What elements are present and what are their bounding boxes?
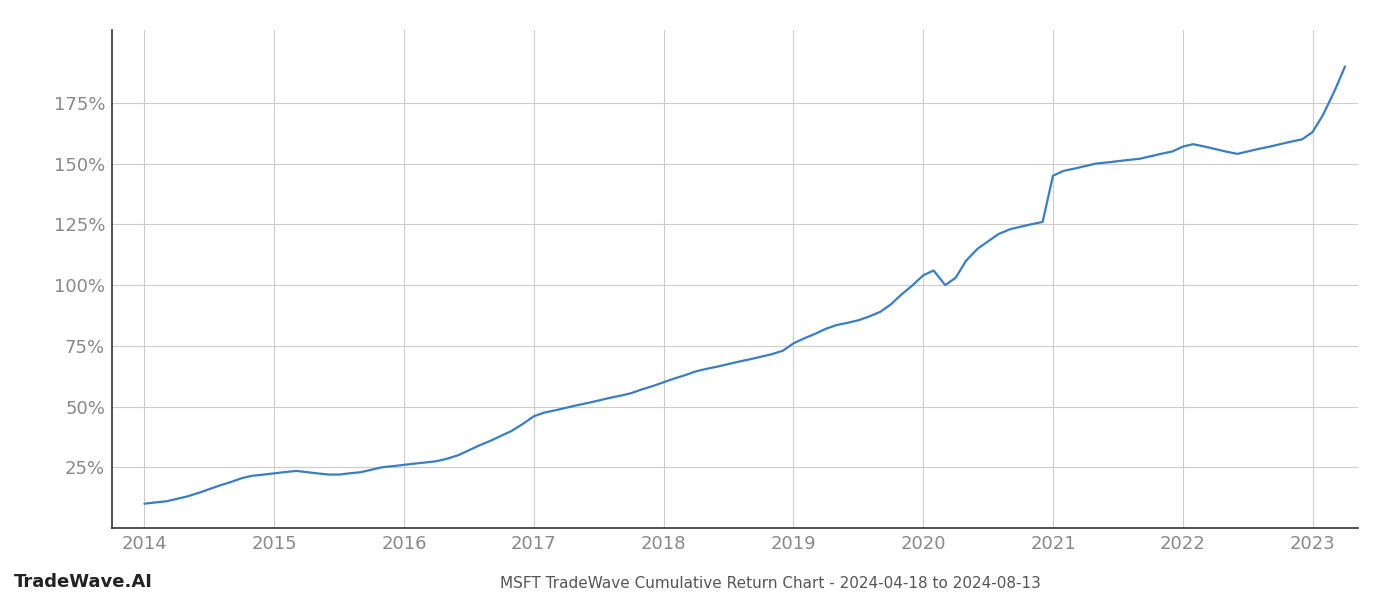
Text: TradeWave.AI: TradeWave.AI [14, 573, 153, 591]
Text: MSFT TradeWave Cumulative Return Chart - 2024-04-18 to 2024-08-13: MSFT TradeWave Cumulative Return Chart -… [500, 576, 1040, 591]
